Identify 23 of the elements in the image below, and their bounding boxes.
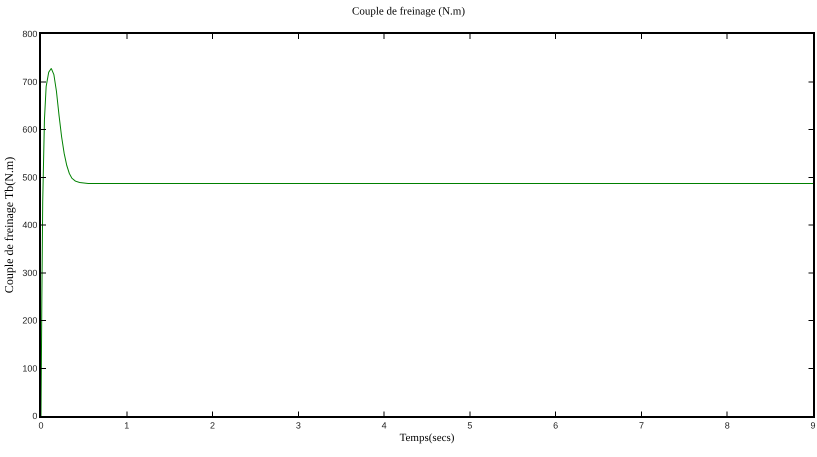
y-tick-label: 400 — [22, 220, 38, 230]
x-tick-label: 1 — [124, 420, 130, 431]
x-tick-label: 3 — [296, 420, 301, 431]
x-axis-title: Temps(secs) — [400, 432, 455, 444]
x-tick-label: 7 — [638, 420, 644, 431]
chart-title: Couple de freinage (N.m) — [352, 6, 466, 18]
y-tick-label: 800 — [22, 29, 38, 40]
x-tick-label: 6 — [553, 420, 558, 431]
x-tick-label: 5 — [467, 420, 472, 431]
x-tick-label: 9 — [810, 420, 816, 431]
x-tick-label: 8 — [724, 420, 730, 431]
y-axis-title: Couple de freinage Tb(N.m) — [2, 156, 16, 294]
y-tick-label: 0 — [32, 411, 38, 422]
y-tick-label: 500 — [22, 172, 38, 182]
x-tick-label: 2 — [210, 420, 216, 431]
line-series — [41, 68, 813, 416]
y-tick-label: 700 — [22, 76, 38, 87]
y-tick-label: 200 — [22, 316, 38, 326]
y-tick-label: 100 — [22, 363, 38, 374]
y-tick-label: 600 — [22, 124, 38, 135]
x-tick-label: 0 — [38, 420, 44, 431]
x-tick-label: 4 — [382, 420, 387, 431]
y-tick-label: 300 — [22, 268, 38, 278]
